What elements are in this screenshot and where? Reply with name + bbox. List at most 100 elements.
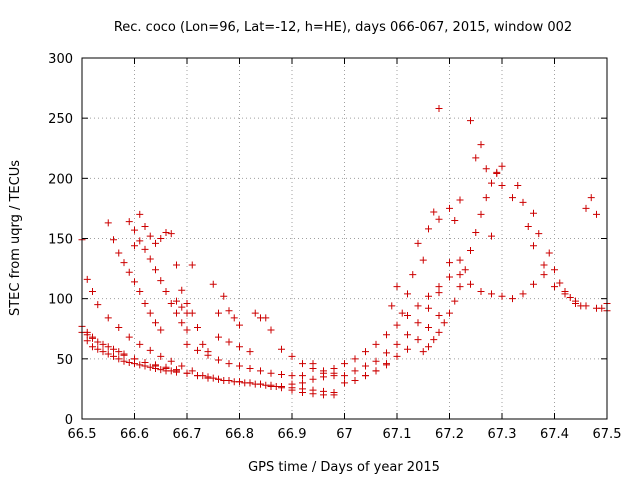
data-point [125, 333, 133, 341]
data-point [435, 105, 443, 113]
data-point [425, 292, 432, 300]
data-point [225, 360, 233, 368]
data-point [425, 225, 432, 233]
data-point [115, 249, 123, 257]
data-point [104, 314, 112, 322]
data-point [440, 319, 448, 327]
data-point [230, 378, 238, 386]
data-point [309, 386, 317, 394]
data-point [236, 362, 243, 370]
data-point [183, 309, 191, 317]
data-point [435, 283, 443, 291]
x-tick-label: 67.4 [540, 427, 569, 442]
data-point [146, 255, 154, 263]
data-point [425, 343, 432, 351]
data-point [251, 309, 259, 317]
data-point [461, 266, 469, 274]
data-point [393, 340, 401, 348]
data-point [157, 326, 165, 334]
data-point [509, 295, 516, 303]
data-point [146, 346, 154, 354]
data-point [551, 266, 558, 274]
data-point [236, 321, 243, 329]
data-point [94, 301, 102, 309]
y-tick-label: 250 [48, 112, 73, 127]
data-point [472, 154, 480, 162]
y-tick-label: 50 [56, 353, 73, 368]
data-point [94, 338, 102, 346]
data-point [498, 162, 506, 170]
data-point [141, 299, 149, 307]
data-point [188, 261, 196, 269]
data-point [299, 385, 306, 393]
data-point [209, 374, 217, 382]
data-points [78, 105, 611, 399]
data-point [125, 218, 133, 226]
data-point [131, 355, 138, 363]
data-point [351, 367, 359, 375]
data-point [136, 287, 144, 295]
data-point [519, 198, 527, 206]
data-point [167, 357, 175, 365]
chart-title: Rec. coco (Lon=96, Lat=-12, h=HE), days … [114, 20, 572, 35]
data-point [215, 309, 222, 317]
data-point [136, 340, 144, 348]
data-point [309, 360, 317, 368]
data-point [551, 283, 558, 291]
data-point [404, 312, 411, 320]
data-point [152, 239, 159, 247]
data-point [115, 324, 123, 332]
data-point [587, 194, 595, 202]
data-point [131, 226, 138, 234]
data-point [514, 182, 522, 190]
data-point [194, 346, 201, 354]
data-point [178, 286, 186, 294]
data-point [477, 287, 485, 295]
data-point [278, 370, 285, 378]
data-point [409, 271, 417, 279]
data-point [309, 375, 317, 383]
data-point [435, 312, 443, 320]
data-series [341, 256, 464, 380]
data-point [220, 292, 228, 300]
data-point [540, 271, 548, 279]
data-series [183, 340, 306, 380]
data-series [104, 219, 165, 334]
data-point [467, 280, 474, 288]
data-series [419, 162, 506, 356]
data-point [99, 340, 107, 348]
data-point [561, 287, 569, 295]
axis-ticks: 66.5 66.6 66.7 66.8 66.9 67 67.1 67.2 67.3 67.4 67… [48, 52, 621, 442]
data-point [89, 287, 96, 295]
data-point [83, 275, 91, 283]
data-point [262, 314, 270, 322]
data-point [488, 179, 495, 187]
data-point [83, 337, 91, 345]
data-point [425, 304, 432, 312]
data-point [566, 293, 574, 301]
data-point [173, 367, 180, 375]
data-point [183, 299, 191, 307]
data-series [173, 261, 243, 356]
data-point [404, 345, 411, 353]
data-point [451, 297, 459, 305]
data-point [362, 372, 369, 380]
data-point [299, 360, 306, 368]
data-point [183, 340, 191, 348]
data-point [120, 350, 128, 358]
data-point [593, 210, 600, 218]
x-tick-label: 67.2 [435, 427, 464, 442]
data-point [477, 210, 485, 218]
y-tick-label: 300 [48, 52, 73, 67]
x-tick-label: 67.1 [383, 427, 412, 442]
data-point [225, 307, 233, 315]
data-point [125, 358, 133, 366]
data-point [330, 389, 338, 397]
data-point [598, 304, 606, 312]
data-point [131, 242, 138, 250]
data-point [178, 362, 186, 370]
data-point [178, 303, 186, 311]
data-point [493, 170, 501, 178]
data-point [435, 215, 443, 223]
